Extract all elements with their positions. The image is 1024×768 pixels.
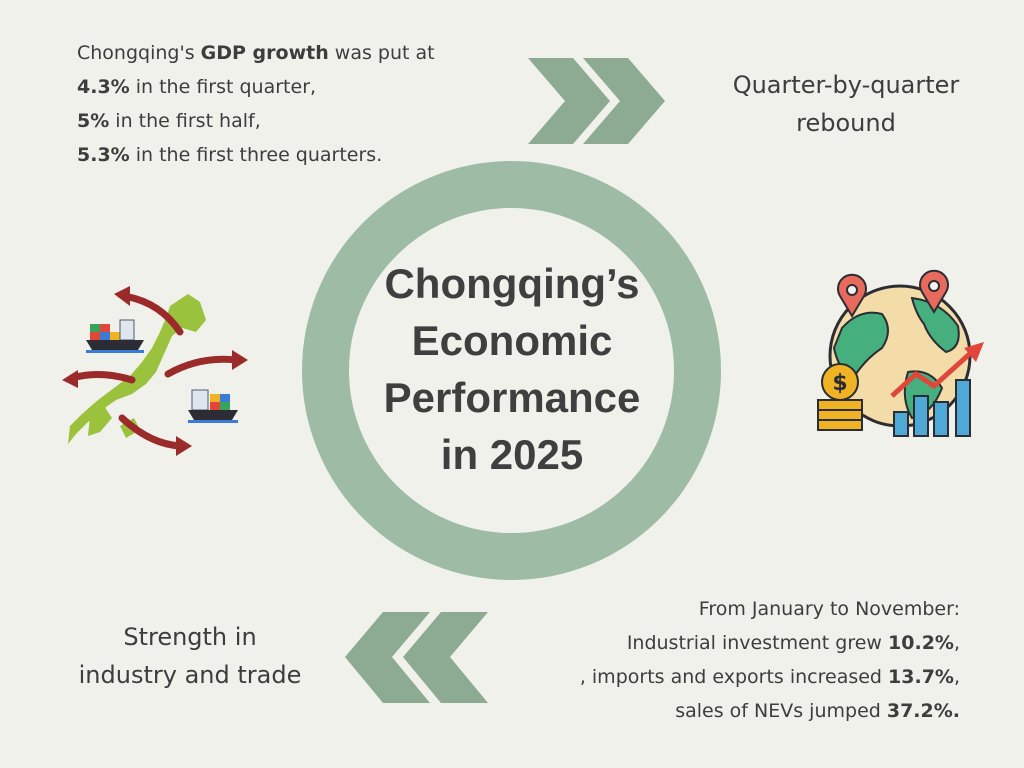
rebound-line-1: Quarter-by-quarter — [732, 71, 960, 99]
double-chevron-right-icon — [528, 58, 665, 144]
ind-trade-line: , imports and exports increased 13.7%, — [579, 666, 960, 688]
gdp-intro-line: Chongqing's GDP growth was put at — [77, 42, 435, 64]
title-line-4: in 2025 — [440, 431, 584, 478]
ind-nev-line: sales of NEVs jumped 37.2%. — [675, 700, 960, 722]
strength-line-2: industry and trade — [78, 661, 302, 689]
ind-investment-line: Industrial investment grew 10.2%, — [626, 632, 960, 654]
rebound-line-2: rebound — [796, 109, 896, 137]
gdp-h1-line: 5% in the first half, — [77, 110, 261, 132]
title-line-1: Chongqing’s — [384, 260, 640, 307]
gdp-q1-line: 4.3% in the first quarter, — [77, 76, 317, 98]
cargo-ship-icon — [86, 319, 144, 353]
strength-caption: Strength in industry and trade — [40, 618, 340, 694]
gdp-q3-line: 5.3% in the first three quarters. — [77, 144, 383, 166]
gdp-q1-value: 4.3% — [77, 76, 130, 98]
ind-trade-value: 13.7% — [888, 666, 954, 688]
title-line-2: Economic — [411, 317, 613, 364]
globe-growth-chart-icon: $ — [817, 269, 984, 437]
title-line-3: Performance — [383, 374, 641, 421]
gdp-q3-value: 5.3% — [77, 144, 130, 166]
gdp-growth-text: Chongqing's GDP growth was put at 4.3% i… — [77, 36, 527, 172]
page-title: Chongqing’s Economic Performance in 2025 — [340, 255, 684, 483]
japan-trade-map-icon — [62, 286, 248, 456]
industry-trade-text: From January to November: Industrial inv… — [460, 592, 960, 728]
gdp-growth-label: GDP growth — [200, 42, 329, 64]
svg-text:$: $ — [832, 371, 847, 396]
double-chevron-left-icon — [345, 612, 488, 703]
cargo-ship-icon-2 — [188, 389, 238, 423]
ind-investment-value: 10.2% — [888, 632, 954, 654]
ind-heading: From January to November: — [698, 598, 960, 620]
gdp-h1-value: 5% — [77, 110, 110, 132]
ind-nev-value: 37.2%. — [886, 700, 960, 722]
strength-line-1: Strength in — [123, 623, 257, 651]
rebound-caption: Quarter-by-quarter rebound — [700, 66, 992, 142]
